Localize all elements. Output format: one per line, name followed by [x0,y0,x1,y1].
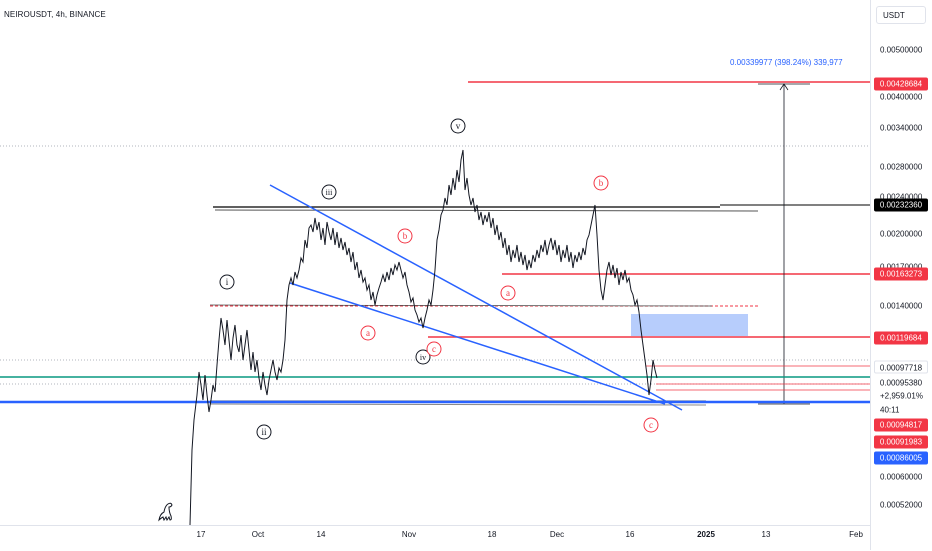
wave-label-iii: iii [321,184,337,200]
wave-label-i: i [219,274,235,290]
price-tick: 0.00200000 [880,229,923,239]
price-tag-current: 0.00095380 [874,376,928,390]
svg-text:iii: iii [326,188,333,197]
wave-label-a: a [360,325,376,341]
price-tick: 0.00500000 [880,45,923,55]
chart-area[interactable]: i ii iii iv v a b c [0,0,870,527]
price-tick: 0.00240000 [880,192,923,202]
price-tag-support: 0.00086005 [874,451,928,465]
price-tag-level: 0.00094817 [874,418,928,432]
symbol-title[interactable]: NEIROUSDT, 4h, BINANCE [4,10,106,19]
time-tick: 16 [625,530,635,539]
svg-text:a: a [366,328,370,338]
currency-selector[interactable]: USDT [876,6,926,24]
price-tick: 0.00400000 [880,92,923,102]
price-tick: 0.00140000 [880,301,923,311]
price-tick: 0.00052000 [880,500,923,510]
svg-text:b: b [599,178,604,188]
price-series [189,149,658,526]
dinosaur-icon[interactable] [156,500,176,527]
svg-text:i: i [226,277,229,287]
svg-text:c: c [649,420,653,430]
price-tick: 0.00280000 [880,162,923,172]
wave-label-ii: ii [256,424,272,440]
wave-label-b: b [397,228,413,244]
price-tag-resistance: 0.00232360 [874,198,928,212]
price-tag-level: 0.00119684 [874,331,928,345]
wave-label-iv: iv [415,349,431,365]
time-tick: Feb [849,530,863,539]
price-tag-target: 0.00428684 [874,77,928,91]
trend-line [269,184,683,411]
time-tick: Dec [549,530,565,539]
time-tick: Nov [401,530,417,539]
demand-zone [631,314,748,336]
price-tick: 0.00170000 [880,263,922,272]
bar-countdown: 40:11 [880,405,900,415]
price-tag-green: 0.00097718 [874,360,928,374]
price-tag-level: 0.00091983 [874,435,928,449]
measure-label: 0.00339977 (398.24%) 339,977 [730,58,843,67]
svg-text:v: v [456,121,461,131]
price-tag-level: 0.00163273 [874,267,928,281]
wave-label-c: c [426,341,442,357]
trend-line [289,282,666,405]
wave-label-b: b [593,175,609,191]
price-tick: 0.00340000 [880,123,923,133]
time-tick: Oct [251,530,265,539]
svg-text:ii: ii [261,427,267,437]
wave-label-a: a [500,285,516,301]
time-axis[interactable] [0,525,870,551]
time-tick: 2025 [697,530,715,539]
svg-text:a: a [506,288,510,298]
time-tick: 18 [487,530,497,539]
time-tick: 13 [761,530,771,539]
wave-label-v: v [450,118,466,134]
svg-text:b: b [403,231,408,241]
time-tick: 14 [316,530,326,539]
svg-text:iv: iv [420,353,426,362]
chart-canvas[interactable]: i ii iii iv v a b c [0,0,870,526]
change-percent: +2,959.01% [880,391,923,401]
svg-text:c: c [432,344,436,354]
wave-label-c: c [643,417,659,433]
time-tick: 17 [196,530,206,539]
price-tick: 0.00060000 [880,472,923,482]
